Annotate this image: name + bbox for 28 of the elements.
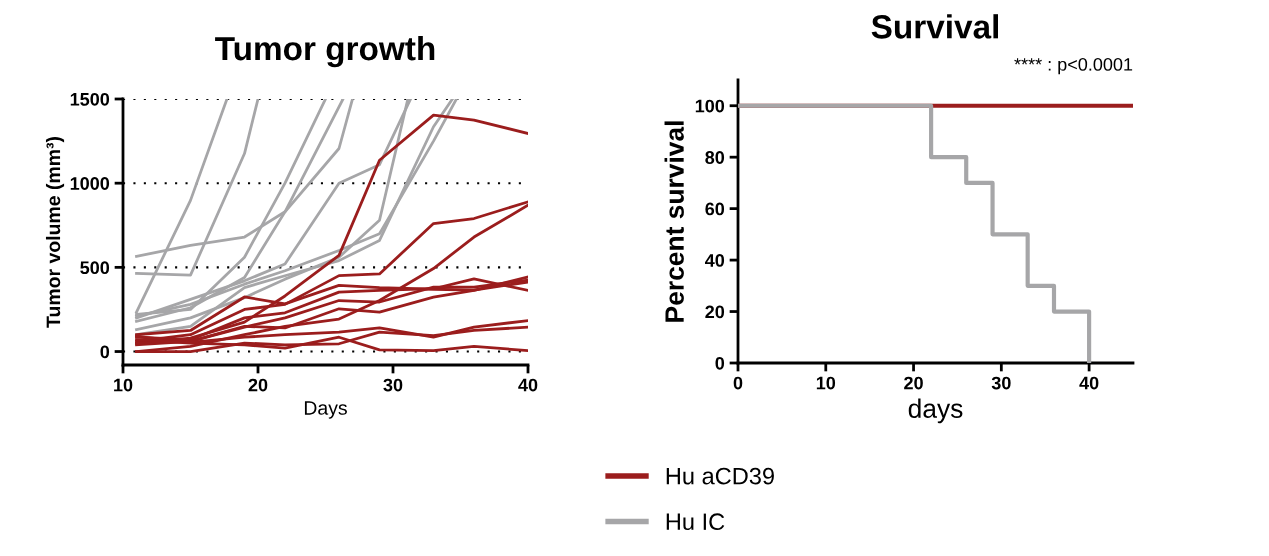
text: **** : p<0.0001 xyxy=(1014,57,1133,75)
x-tick-label: 40 xyxy=(518,378,538,392)
chart-title: Tumor growth xyxy=(215,35,435,68)
x-axis-title: Days xyxy=(304,401,347,419)
y-tick-label: 80 xyxy=(705,151,725,164)
y-tick-label: 20 xyxy=(705,305,725,319)
x-tick-label: 20 xyxy=(248,378,268,392)
chart-title: Survival xyxy=(871,14,998,39)
x-tick-label: 10 xyxy=(816,376,836,390)
y-tick-label: 500 xyxy=(80,261,110,275)
x-tick-label: 0 xyxy=(733,376,743,390)
y-tick-label: 1000 xyxy=(70,177,110,190)
y-tick-label: 40 xyxy=(705,254,725,267)
y-tick-label: 60 xyxy=(705,202,725,216)
y-tick-label: 100 xyxy=(695,99,725,113)
y-tick-label: 0 xyxy=(715,356,725,370)
y-axis-title: Tumor volume (mm³) xyxy=(45,137,65,328)
legend-label: Hu aCD39 xyxy=(666,467,774,485)
y-tick-label: 0 xyxy=(100,345,110,359)
x-tick-label: 20 xyxy=(904,376,923,390)
y-axis-title: Percent survival xyxy=(664,121,684,322)
x-tick-label: 30 xyxy=(991,376,1011,390)
legend-label: Hu IC xyxy=(666,513,725,531)
x-tick-label: 30 xyxy=(383,378,403,392)
x-tick-label: 10 xyxy=(114,378,133,392)
y-tick-label: 1500 xyxy=(70,92,110,106)
x-tick-label: 40 xyxy=(1079,376,1099,390)
x-axis-title: days xyxy=(908,398,963,424)
